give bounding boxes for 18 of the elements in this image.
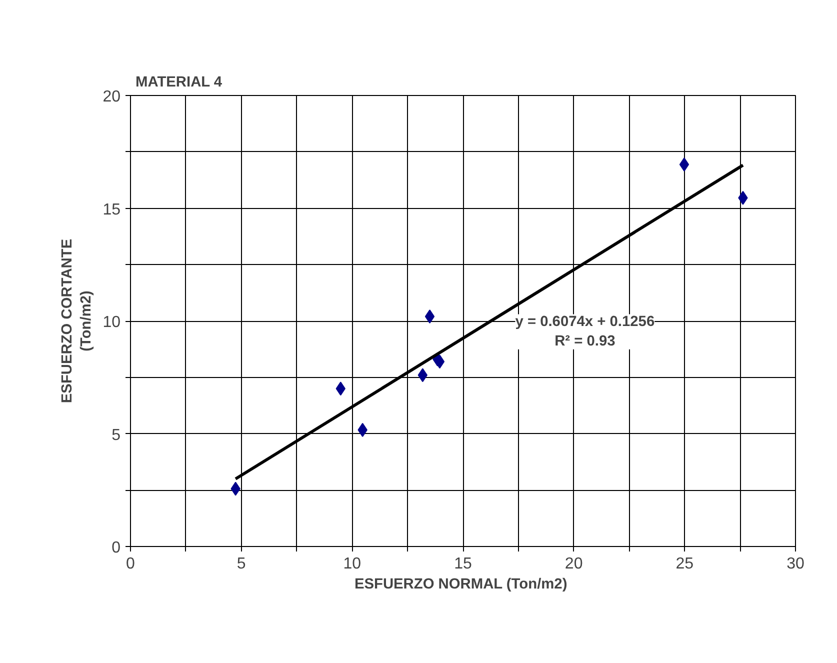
x-tick-label: 15: [454, 556, 472, 572]
point: [424, 309, 435, 324]
y-tick-label: 0: [112, 540, 121, 556]
annotation: y = 0.6074x + 0.1256 R² = 0.93: [515, 314, 655, 350]
y-tick-label: 15: [102, 201, 121, 218]
y-tick-label: 5: [112, 426, 121, 444]
x-tick-label: 30: [786, 556, 804, 572]
x-tick-label: 10: [343, 556, 362, 572]
x-tick-label: 0: [126, 556, 136, 572]
chart-title: MATERIAL 4: [136, 74, 223, 90]
x-axis-title: ESFUERZO NORMAL (Ton/m2): [354, 576, 568, 592]
x-tick-label: 25: [676, 556, 694, 572]
x-tick-label: 5: [236, 556, 246, 572]
y-tick-label: 20: [102, 88, 121, 106]
y-axis-title: ESFUERZO CORTANTE (Ton/m2): [60, 238, 95, 404]
x-tick-label: 20: [564, 556, 583, 572]
point: [679, 158, 690, 172]
y-tick-label: 10: [102, 314, 121, 331]
